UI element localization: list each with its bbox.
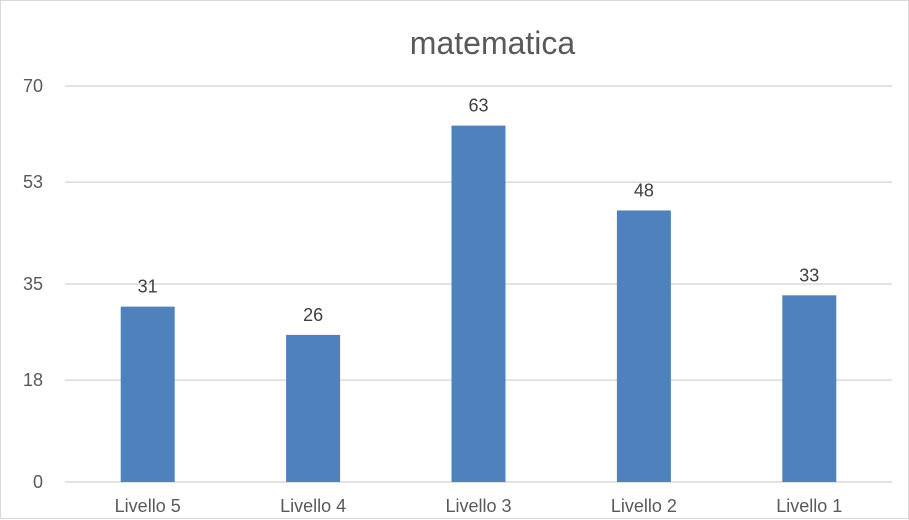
chart-title: matematica [410, 25, 576, 61]
bar [616, 210, 671, 482]
bar [120, 306, 175, 482]
y-tick-label: 35 [23, 274, 43, 294]
data-label: 31 [138, 277, 158, 297]
category-label: Livello 2 [611, 496, 677, 516]
y-tick-label: 18 [23, 370, 43, 390]
category-label: Livello 1 [776, 496, 842, 516]
y-tick-label: 70 [23, 76, 43, 96]
data-label: 63 [468, 96, 488, 116]
bars [120, 125, 837, 482]
y-tick-label: 0 [33, 472, 43, 492]
bar [451, 125, 506, 482]
category-label: Livello 5 [115, 496, 181, 516]
data-label: 48 [634, 180, 654, 200]
x-axis-categories: Livello 5 Livello 4 Livello 3 Livello 2 Live… [115, 496, 843, 516]
category-label: Livello 4 [280, 496, 346, 516]
y-axis-ticks: 0 18 35 53 70 [23, 76, 43, 492]
bar [782, 295, 837, 482]
category-label: Livello 3 [445, 496, 511, 516]
data-label: 33 [799, 265, 819, 285]
data-labels: 31 26 63 48 33 [138, 96, 820, 325]
bar [286, 334, 341, 482]
data-label: 26 [303, 305, 323, 325]
y-tick-label: 53 [23, 172, 43, 192]
